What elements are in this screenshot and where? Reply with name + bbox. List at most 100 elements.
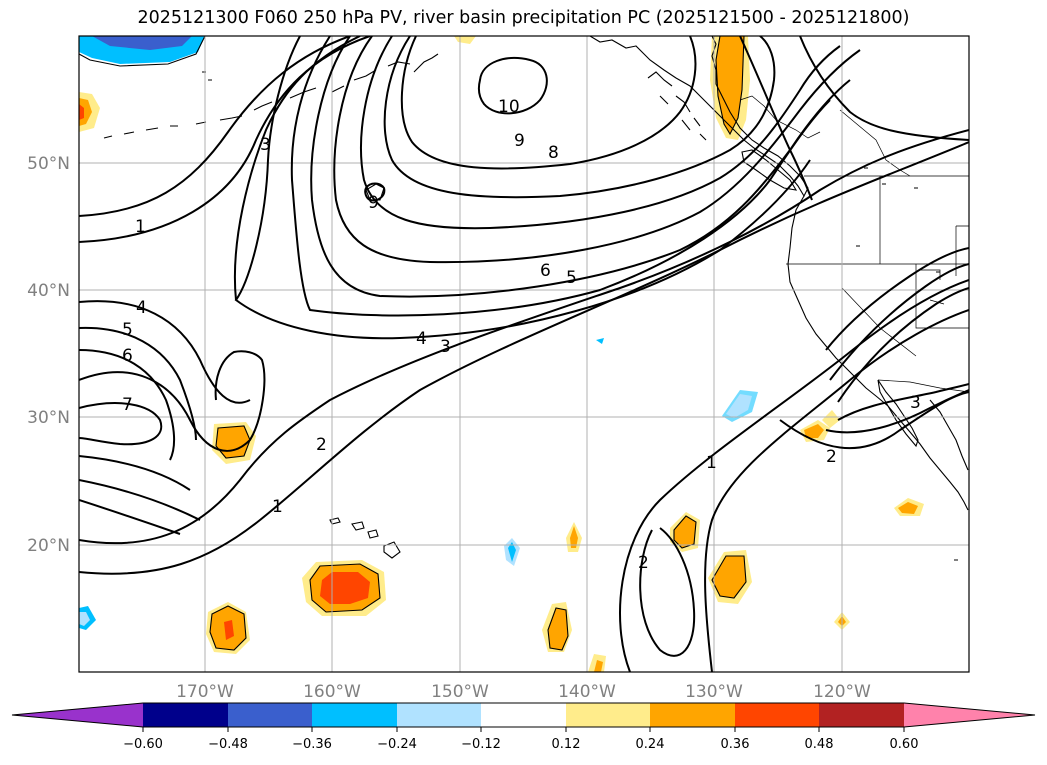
contour-label-1: 1	[706, 453, 717, 473]
colorbar-label: 0.48	[805, 737, 834, 752]
positive-shading-west	[79, 92, 100, 132]
contour-7	[360, 36, 841, 230]
contour-low-1	[79, 455, 191, 491]
baja-california	[877, 379, 919, 448]
contour-1-north	[79, 36, 351, 217]
contour-1-ne-trough	[619, 279, 969, 672]
lat-label-30n: 30°N	[27, 408, 70, 428]
contour-label-5: 5	[566, 268, 577, 288]
colorbar-label: 0.60	[890, 737, 919, 752]
contour-2-jet	[79, 129, 969, 545]
contour-3-lowlat	[79, 350, 266, 452]
gulf-coast	[929, 399, 969, 471]
colorbar-segment	[735, 703, 819, 727]
lat-label-50n: 50°N	[27, 154, 70, 174]
contour-label-8: 8	[548, 143, 559, 163]
contour-label-7: 7	[122, 395, 133, 415]
precip-shading	[79, 36, 924, 672]
aleutian-chain	[103, 53, 439, 139]
lat-label-20n: 20°N	[27, 536, 70, 556]
colorbar-segment	[397, 703, 481, 727]
lon-label-140w: 140°W	[558, 682, 616, 702]
lon-label-150w: 150°W	[431, 682, 489, 702]
contour-west-coast-b	[799, 36, 969, 141]
vancouver-island	[741, 149, 798, 191]
contour-2-loop	[639, 527, 696, 657]
contour-low-2	[79, 479, 201, 521]
pv-contours	[79, 36, 969, 672]
contour-label-2: 2	[316, 435, 327, 455]
colorbar-segment	[566, 703, 650, 727]
small-islands	[202, 71, 958, 561]
lon-label-130w: 130°W	[685, 682, 743, 702]
contour-low-3	[79, 499, 181, 535]
colorbar-segment	[143, 703, 228, 727]
contour-9-small	[364, 182, 386, 202]
map-background	[79, 36, 969, 672]
contour-3-east	[825, 389, 969, 434]
colorbar-label: −0.36	[292, 737, 332, 752]
contour-5-lowlat	[79, 326, 197, 441]
colorbar-label: 0.24	[636, 737, 665, 752]
contour-label-2: 2	[826, 447, 837, 467]
contour-label-3: 3	[440, 337, 451, 357]
contour-label-4: 4	[136, 298, 147, 318]
contour-9	[400, 36, 697, 170]
colorbar-extend-low	[12, 703, 143, 727]
contour-7-lowlat	[79, 402, 163, 446]
colorbar-label: −0.48	[208, 737, 248, 752]
colorbar-label: 0.12	[552, 737, 581, 752]
contour-e-3	[837, 287, 969, 403]
positive-shading-subtropics	[206, 410, 924, 672]
hawaii-islands	[329, 517, 401, 559]
colorbar-segment	[312, 703, 397, 727]
contour-label-9: 9	[514, 131, 525, 151]
alaska-islands	[647, 71, 707, 141]
contour-west-coast	[739, 36, 813, 201]
contour-4	[290, 36, 831, 317]
colorbar-segment	[819, 703, 904, 727]
colorbar-label: 0.36	[721, 737, 750, 752]
alaska-coast	[589, 36, 809, 198]
lon-label-170w: 170°W	[176, 682, 234, 702]
latitude-labels: 50°N 40°N 30°N 20°N	[27, 154, 70, 556]
contour-labels: 1 1 1 2 2 2 3 3 3 4 4 5 5 6 6 7 8 9 9 10	[122, 97, 921, 573]
colorbar-segment	[650, 703, 735, 727]
contour-label-5: 5	[122, 320, 133, 340]
contour-10	[477, 57, 548, 115]
contour-label-1: 1	[272, 497, 283, 517]
colorbar-ticks	[142, 727, 905, 732]
colorbar-extend-high	[904, 703, 1035, 727]
contour-label-3: 3	[910, 393, 921, 413]
contour-e-4	[837, 383, 969, 421]
contour-e-2	[829, 263, 969, 381]
contour-label-6: 6	[122, 346, 133, 366]
negative-shading-nw	[79, 36, 206, 67]
contour-label-4: 4	[416, 329, 427, 349]
lon-label-120w: 120°W	[813, 682, 871, 702]
contour-4-lowlat	[79, 300, 251, 404]
contour-label-1: 1	[135, 217, 146, 237]
lon-label-160w: 160°W	[303, 682, 361, 702]
colorbar-segment	[228, 703, 312, 727]
contour-label-10: 10	[498, 97, 520, 117]
contour-1-jet	[79, 141, 969, 575]
grid-lines	[79, 36, 969, 672]
contour-3-west	[233, 36, 361, 301]
colorbar-segment	[481, 703, 566, 727]
contour-label-3: 3	[260, 135, 271, 155]
colorbar-label: −0.12	[461, 737, 501, 752]
colorbar: −0.60 −0.48 −0.36 −0.24 −0.12 0.12 0.24 …	[11, 702, 1036, 752]
lat-label-40n: 40°N	[27, 281, 70, 301]
contour-6-lowlat	[79, 349, 176, 461]
map-title: 2025121300 F060 250 hPa PV, river basin …	[137, 8, 910, 28]
contour-label-6: 6	[540, 261, 551, 281]
map-frame	[78, 35, 970, 673]
longitude-labels: 170°W 160°W 150°W 140°W 130°W 120°W	[176, 682, 871, 702]
colorbar-label: −0.60	[123, 737, 163, 752]
contour-label-9: 9	[368, 193, 379, 213]
contour-6	[333, 36, 861, 264]
positive-shading-alaska	[454, 36, 750, 140]
map-panel: 1 1 1 2 2 2 3 3 3 4 4 5 5 6 6 7 8 9 9 10	[78, 35, 970, 673]
